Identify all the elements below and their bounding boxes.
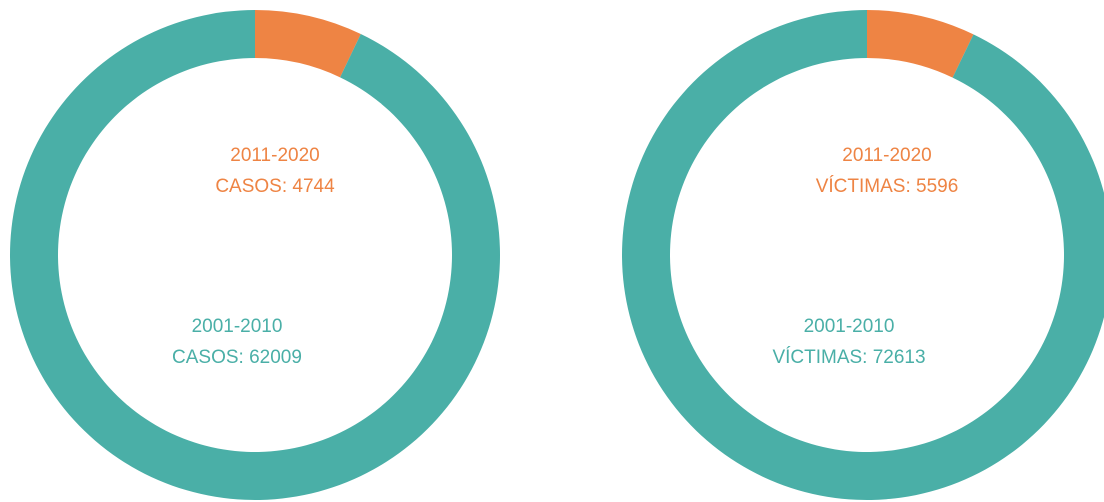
slice-category-label: 2011-2020 (230, 145, 319, 166)
slice-category-label: 2001-2010 (192, 316, 283, 337)
donut-slice (9, 10, 501, 500)
slice-category-label: 2001-2010 (804, 316, 895, 337)
donut-slice (867, 10, 974, 78)
slice-value-label: VÍCTIMAS: 5596 (816, 176, 959, 197)
donut-slice (255, 10, 361, 78)
slice-value-label: CASOS: 4744 (215, 176, 335, 197)
donut-chart: 2011-2020 VÍCTIMAS: 5596 2001-2010 VÍCTIMAS… (622, 10, 1104, 500)
donut-chart: 2011-2020 CASOS: 4744 2001-2010 CASOS: 6200… (9, 10, 501, 500)
slice-value-label: CASOS: 62009 (172, 347, 302, 368)
donut-slice (622, 10, 1104, 500)
slice-category-label: 2011-2020 (842, 145, 931, 166)
slice-value-label: VÍCTIMAS: 72613 (772, 347, 925, 368)
